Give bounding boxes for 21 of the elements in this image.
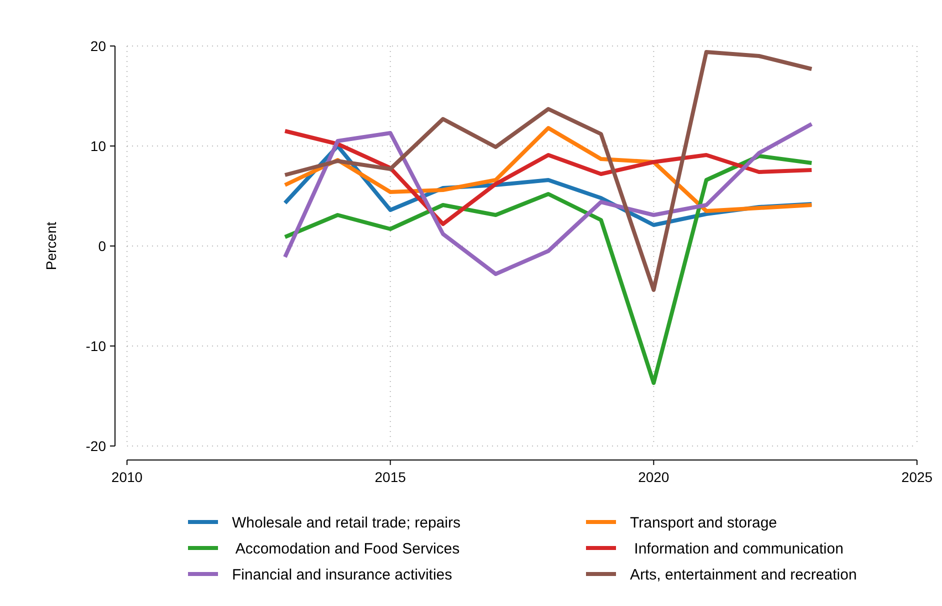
y-axis-title: Percent: [43, 222, 59, 270]
x-tick-label: 2025: [901, 469, 933, 485]
x-tick-label: 2015: [374, 469, 406, 485]
line-series: [283, 122, 814, 276]
y-tick-label: -20: [86, 438, 106, 454]
y-tick-label: 0: [98, 238, 106, 254]
legend-label: Financial and insurance activities: [232, 566, 452, 584]
legend-label: Wholesale and retail trade; repairs: [232, 514, 460, 532]
x-tick-label: 2020: [638, 469, 670, 485]
y-tick-label: 20: [90, 38, 106, 54]
legend-label: Accomodation and Food Services: [232, 540, 460, 558]
line-series: [283, 50, 814, 292]
line-series: [283, 154, 814, 385]
y-tick-label: -10: [86, 338, 106, 354]
y-tick-label: 10: [90, 138, 106, 154]
legend-label: Arts, entertainment and recreation: [630, 566, 857, 584]
legend-label: Information and communication: [630, 540, 844, 558]
legend-label: Transport and storage: [630, 514, 778, 532]
line-series: [283, 129, 814, 226]
x-tick-label: 2010: [111, 469, 143, 485]
line-series: [283, 126, 814, 213]
